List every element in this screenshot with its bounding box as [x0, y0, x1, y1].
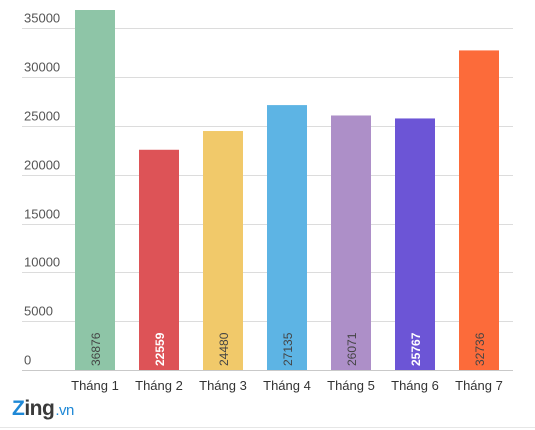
y-tick-label: 5000: [24, 304, 53, 319]
bar: [395, 118, 435, 371]
y-tick-label: 20000: [24, 158, 60, 173]
bar: [459, 50, 499, 370]
bottom-divider: [0, 427, 535, 428]
data-label: 26071: [345, 332, 359, 366]
y-axis-ticks: 0 5000 10000 15000 20000 25000 30000 35000: [24, 11, 60, 368]
logo-ing: ing: [24, 397, 55, 420]
data-label: 22559: [153, 332, 167, 366]
x-tick-label: Tháng 4: [263, 378, 311, 393]
y-tick-label: 30000: [24, 60, 60, 75]
y-tick-label: 35000: [24, 11, 60, 26]
y-tick-label: 0: [24, 353, 31, 368]
x-tick-label: Tháng 1: [71, 378, 119, 393]
zing-logo: Zing.vn: [12, 398, 74, 422]
bar: [75, 10, 115, 370]
data-label: 25767: [409, 332, 423, 366]
x-axis-ticks: Tháng 1 Tháng 2 Tháng 3 Tháng 4 Tháng 5 Tháng…: [71, 378, 503, 393]
x-tick-label: Tháng 6: [391, 378, 439, 393]
data-label: 24480: [217, 332, 231, 366]
bar: [331, 115, 371, 370]
logo-vn: .vn: [55, 402, 74, 419]
x-tick-label: Tháng 2: [135, 378, 183, 393]
y-tick-label: 10000: [24, 255, 60, 270]
y-tick-label: 25000: [24, 109, 60, 124]
bar: [267, 105, 307, 370]
x-tick-label: Tháng 7: [455, 378, 503, 393]
x-tick-label: Tháng 5: [327, 378, 375, 393]
data-label: 32736: [473, 332, 487, 366]
y-tick-label: 15000: [24, 207, 60, 222]
x-tick-label: Tháng 3: [199, 378, 247, 393]
logo-z: Z: [12, 397, 25, 420]
data-labels: 36876 22559 24480 27135 26071 25767 32736: [89, 332, 487, 366]
bar: [203, 131, 243, 370]
bar-chart: 0 5000 10000 15000 20000 25000 30000 35000 3687…: [22, 10, 513, 393]
bars: [75, 10, 499, 371]
data-label: 27135: [281, 332, 295, 366]
data-label: 36876: [89, 332, 103, 366]
bar: [139, 149, 179, 370]
